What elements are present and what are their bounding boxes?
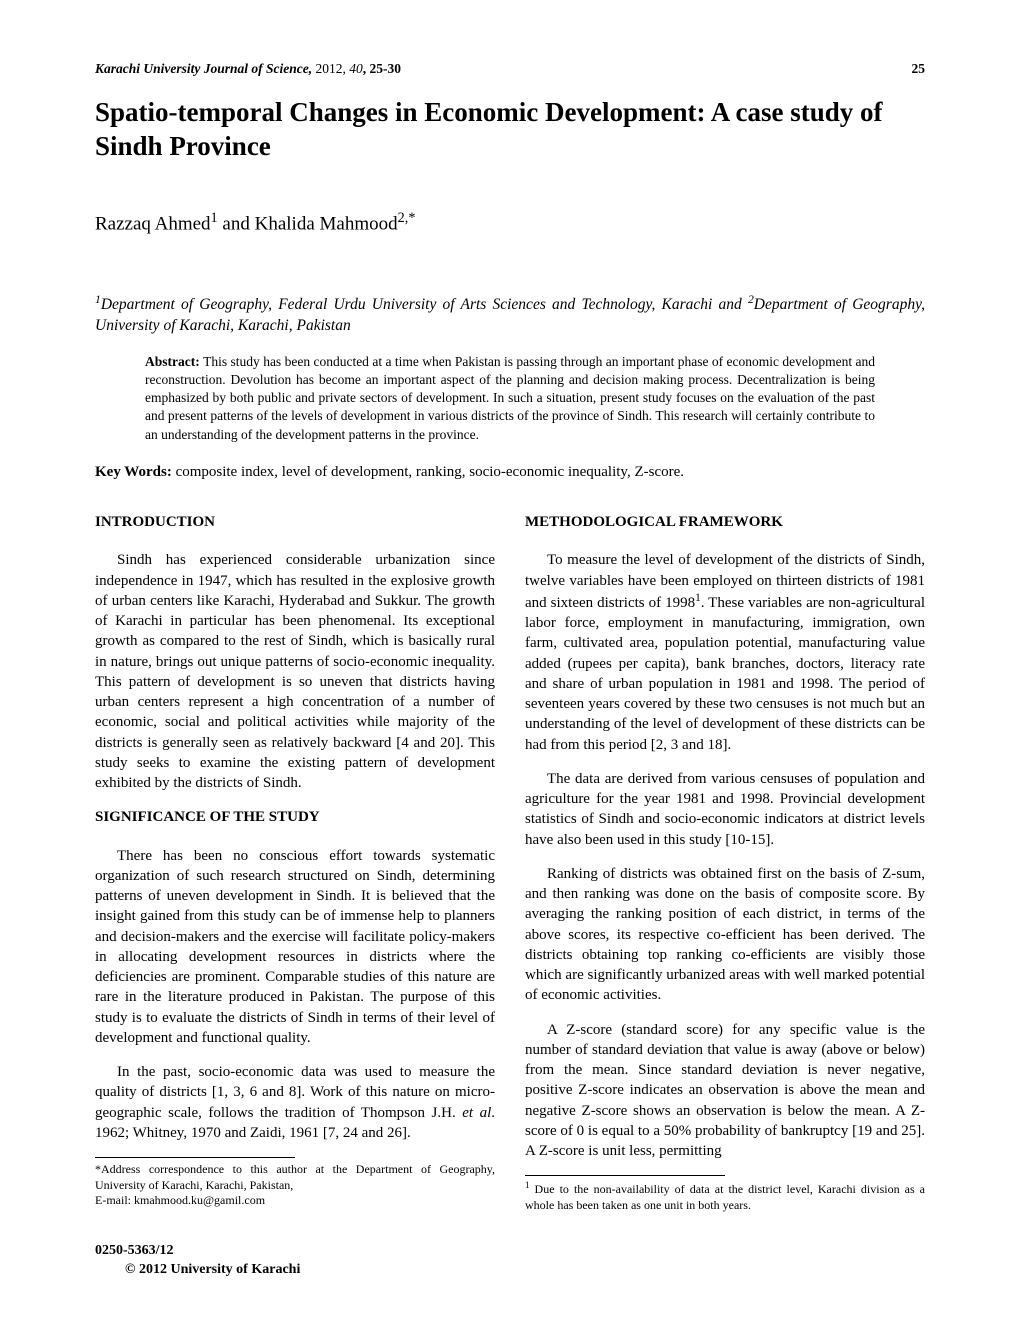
keywords-block: Key Words: composite index, level of dev…: [95, 462, 925, 482]
significance-p2: In the past, socio-economic data was use…: [95, 1062, 495, 1143]
right-footnote-block: 1 Due to the non-availability of data at…: [525, 1175, 925, 1213]
methodology-section: METHODOLOGICAL FRAMEWORK To measure the …: [525, 512, 925, 1161]
author-1-name: Razzaq Ahmed: [95, 213, 211, 234]
keywords-text: composite index, level of development, r…: [176, 464, 684, 480]
copyright: © 2012 University of Karachi: [95, 1261, 523, 1280]
methodology-p2: The data are derived from various census…: [525, 769, 925, 850]
abstract-text: This study has been conducted at a time …: [145, 354, 875, 442]
methodology-p3: Ranking of districts was obtained first …: [525, 864, 925, 1006]
data-footnote-text: Due to the non-availability of data at t…: [525, 1182, 925, 1212]
correspondence-footnote-line2: E-mail: kmahmood.ku@gamil.com: [95, 1193, 495, 1209]
abstract-block: Abstract: This study has been conducted …: [145, 353, 875, 444]
author-2-name: Khalida Mahmood: [255, 213, 398, 234]
page-header: Karachi University Journal of Science, 2…: [95, 60, 925, 78]
introduction-heading: INTRODUCTION: [95, 512, 495, 532]
volume: 40: [349, 61, 363, 76]
affiliations-block: 1Department of Geography, Federal Urdu U…: [95, 292, 925, 337]
keywords-label: Key Words:: [95, 464, 176, 480]
body-columns: INTRODUCTION Sindh has experienced consi…: [95, 512, 925, 1213]
footnote-separator-left: [95, 1157, 295, 1158]
abstract-label: Abstract:: [145, 354, 203, 369]
introduction-section: INTRODUCTION Sindh has experienced consi…: [95, 512, 495, 793]
data-footnote: 1 Due to the non-availability of data at…: [525, 1180, 925, 1213]
methodology-p4: A Z-score (standard score) for any speci…: [525, 1020, 925, 1162]
affil-1-text: Department of Geography, Federal Urdu Un…: [101, 296, 748, 313]
correspondence-footnote-line1: *Address correspondence to this author a…: [95, 1162, 495, 1193]
journal-citation: Karachi University Journal of Science, 2…: [95, 61, 401, 76]
left-footnote-block: *Address correspondence to this author a…: [95, 1157, 495, 1209]
journal-name: Karachi University Journal of Science,: [95, 61, 312, 76]
significance-section: SIGNIFICANCE OF THE STUDY There has been…: [95, 807, 495, 1143]
article-title: Spatio-temporal Changes in Economic Deve…: [95, 96, 925, 164]
pages-range: , 25-30: [363, 61, 401, 76]
methodology-heading: METHODOLOGICAL FRAMEWORK: [525, 512, 925, 532]
year: 2012,: [316, 61, 346, 76]
page-footer: 0250-5363/12 © 2012 University of Karach…: [95, 1242, 925, 1280]
methodology-p1: To measure the level of development of t…: [525, 550, 925, 755]
author-1-affil-marker: 1: [211, 210, 218, 226]
significance-heading: SIGNIFICANCE OF THE STUDY: [95, 807, 495, 827]
methodology-p1-part2: . These variables are non-agricultural l…: [525, 595, 925, 753]
significance-p2-italic: et al: [462, 1105, 491, 1121]
significance-p1: There has been no conscious effort towar…: [95, 846, 495, 1049]
issn: 0250-5363/12: [95, 1242, 493, 1261]
author-separator: and: [218, 213, 255, 234]
footnote-separator-right: [525, 1175, 725, 1176]
introduction-p1: Sindh has experienced considerable urban…: [95, 550, 495, 793]
authors-block: Razzaq Ahmed1 and Khalida Mahmood2,*: [95, 209, 925, 237]
page-number: 25: [912, 60, 926, 78]
significance-p2-part1: In the past, socio-economic data was use…: [95, 1064, 495, 1121]
author-2-affil-marker: 2,*: [398, 210, 416, 226]
